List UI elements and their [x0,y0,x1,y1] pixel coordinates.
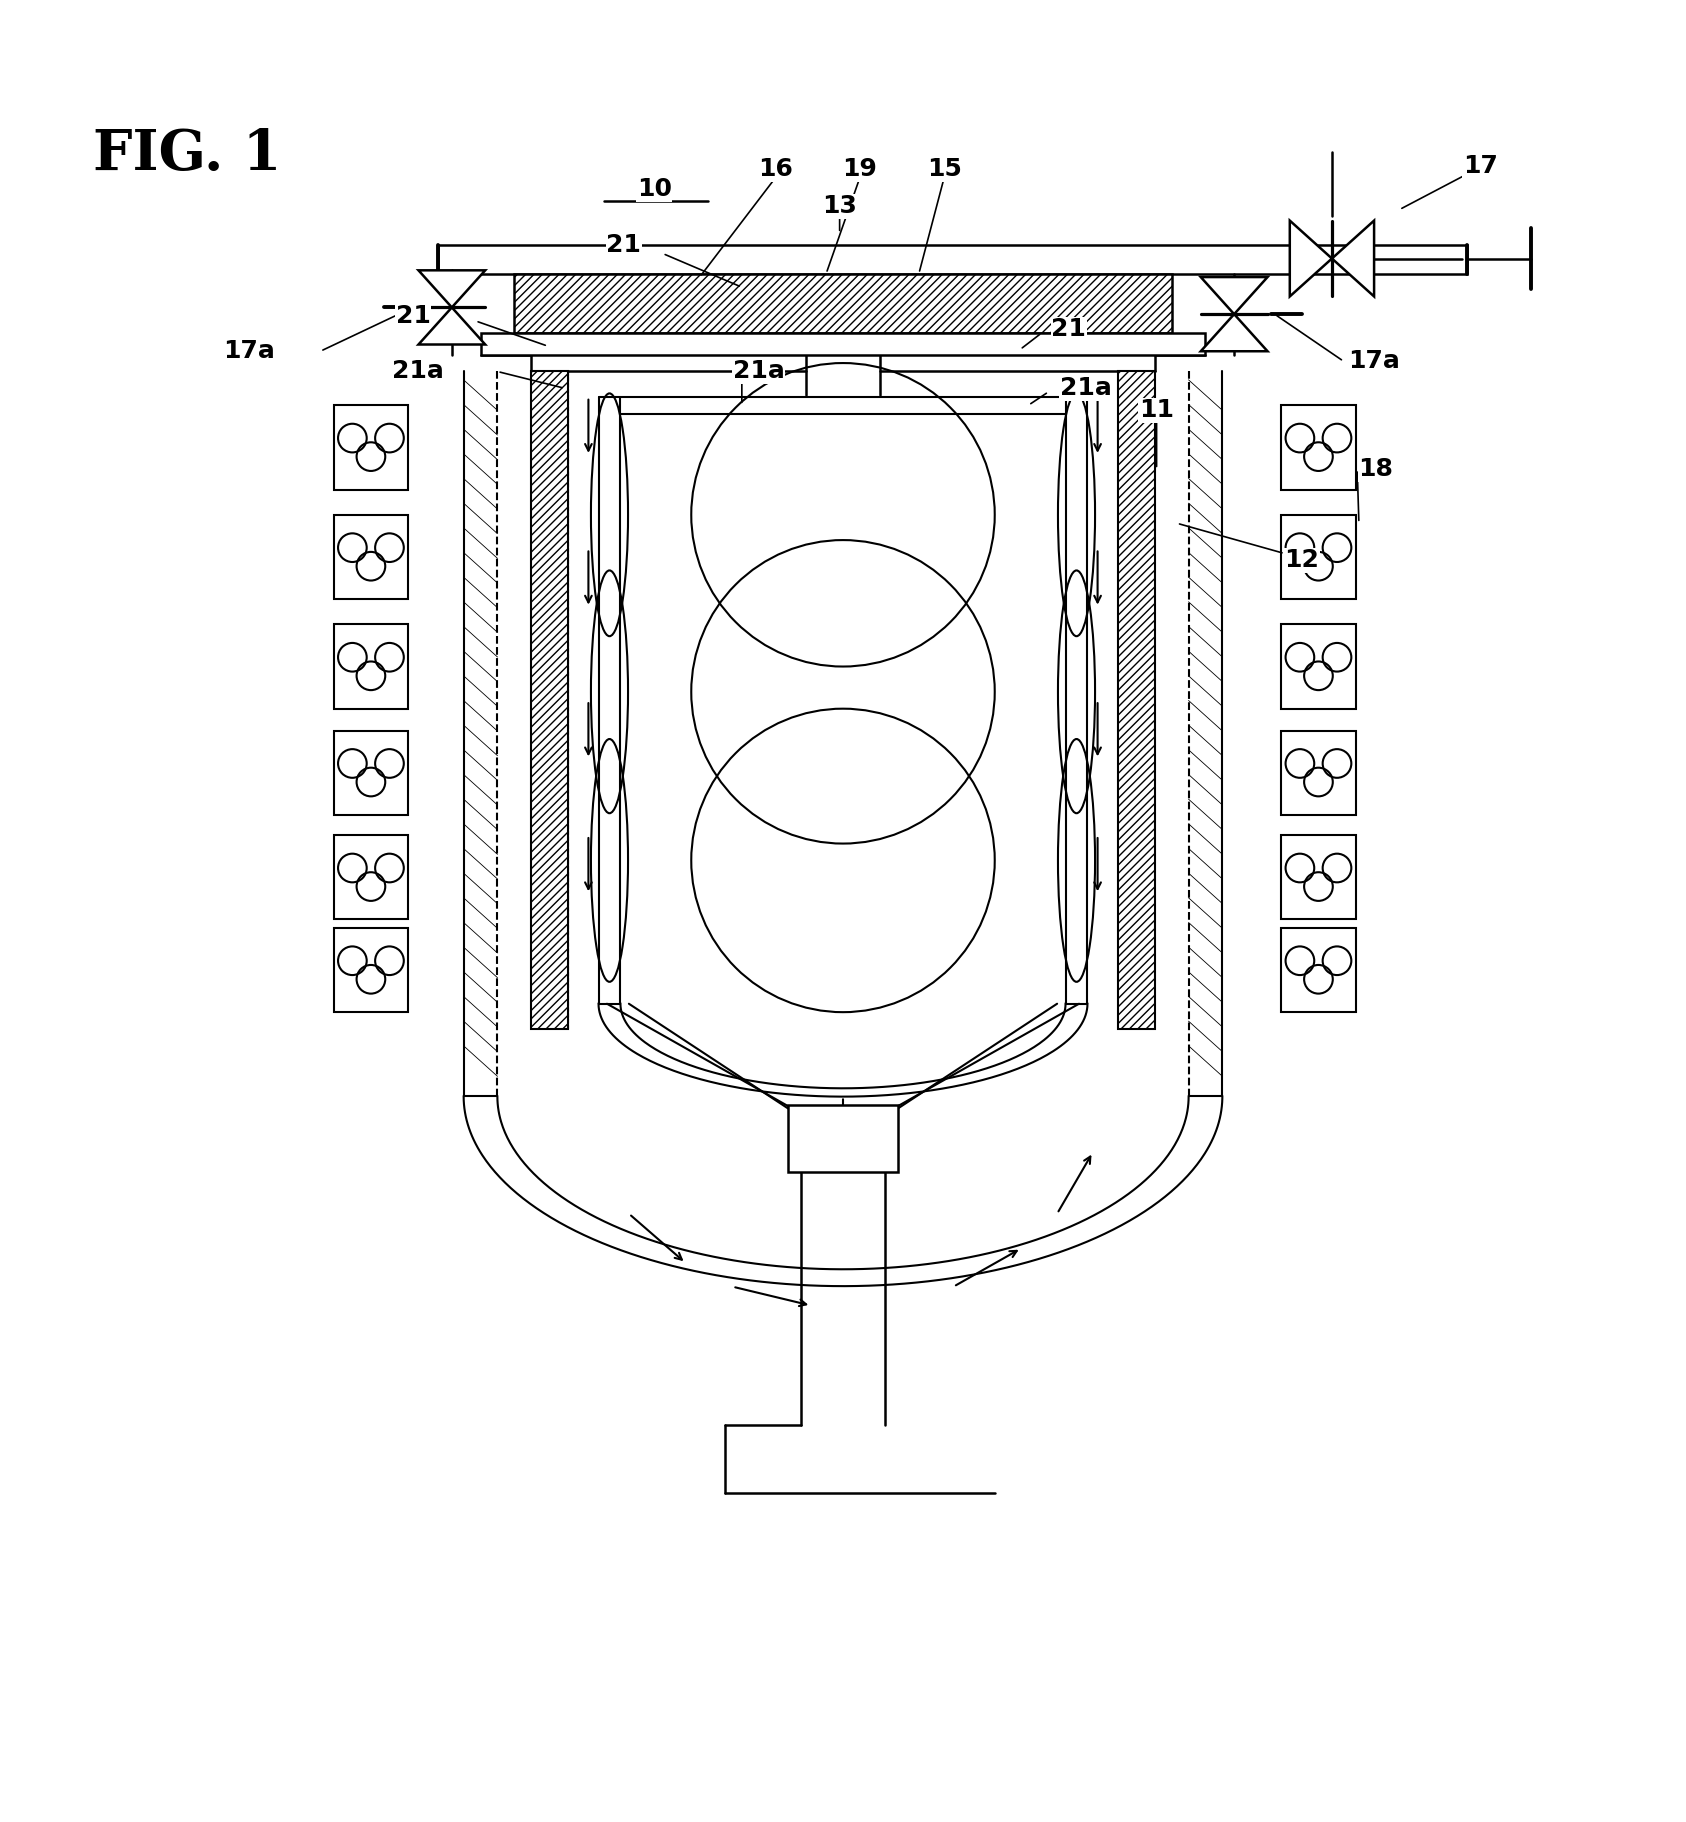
Text: 21: 21 [1052,317,1086,341]
Bar [1118,372,1155,1029]
Bar [531,372,568,1029]
Bar [481,333,1205,355]
Text: 11: 11 [1140,399,1173,423]
Polygon shape [1290,220,1332,297]
Bar [1281,731,1356,814]
Bar [334,834,408,920]
Bar [1281,834,1356,920]
Text: 13: 13 [823,195,856,219]
Bar [334,625,408,709]
Bar [438,244,1467,273]
Text: 21a: 21a [733,359,784,383]
Text: 21a: 21a [1060,377,1111,401]
Polygon shape [418,308,486,344]
Text: 18: 18 [1359,457,1393,481]
Bar [334,404,408,490]
Text: FIG. 1: FIG. 1 [93,128,282,182]
Text: 21: 21 [396,304,430,328]
Polygon shape [1332,220,1374,297]
Polygon shape [1200,277,1268,313]
Bar [1281,927,1356,1013]
Polygon shape [1200,313,1268,352]
Bar [334,516,408,599]
Bar [1281,516,1356,599]
Polygon shape [418,270,486,308]
Text: 17a: 17a [1349,350,1399,374]
Text: 19: 19 [843,157,877,180]
Bar [789,1104,897,1172]
Text: 12: 12 [1285,548,1318,572]
Bar [334,927,408,1013]
Text: 15: 15 [927,157,961,180]
Text: 21a: 21a [393,359,443,383]
Text: 17: 17 [1463,153,1497,179]
Bar [334,731,408,814]
Text: 21: 21 [607,233,641,257]
Text: 17a: 17a [224,339,275,363]
Text: 10: 10 [637,177,671,202]
Bar [1281,625,1356,709]
Bar [1281,404,1356,490]
Bar [514,273,1172,333]
Text: 16: 16 [759,157,792,180]
